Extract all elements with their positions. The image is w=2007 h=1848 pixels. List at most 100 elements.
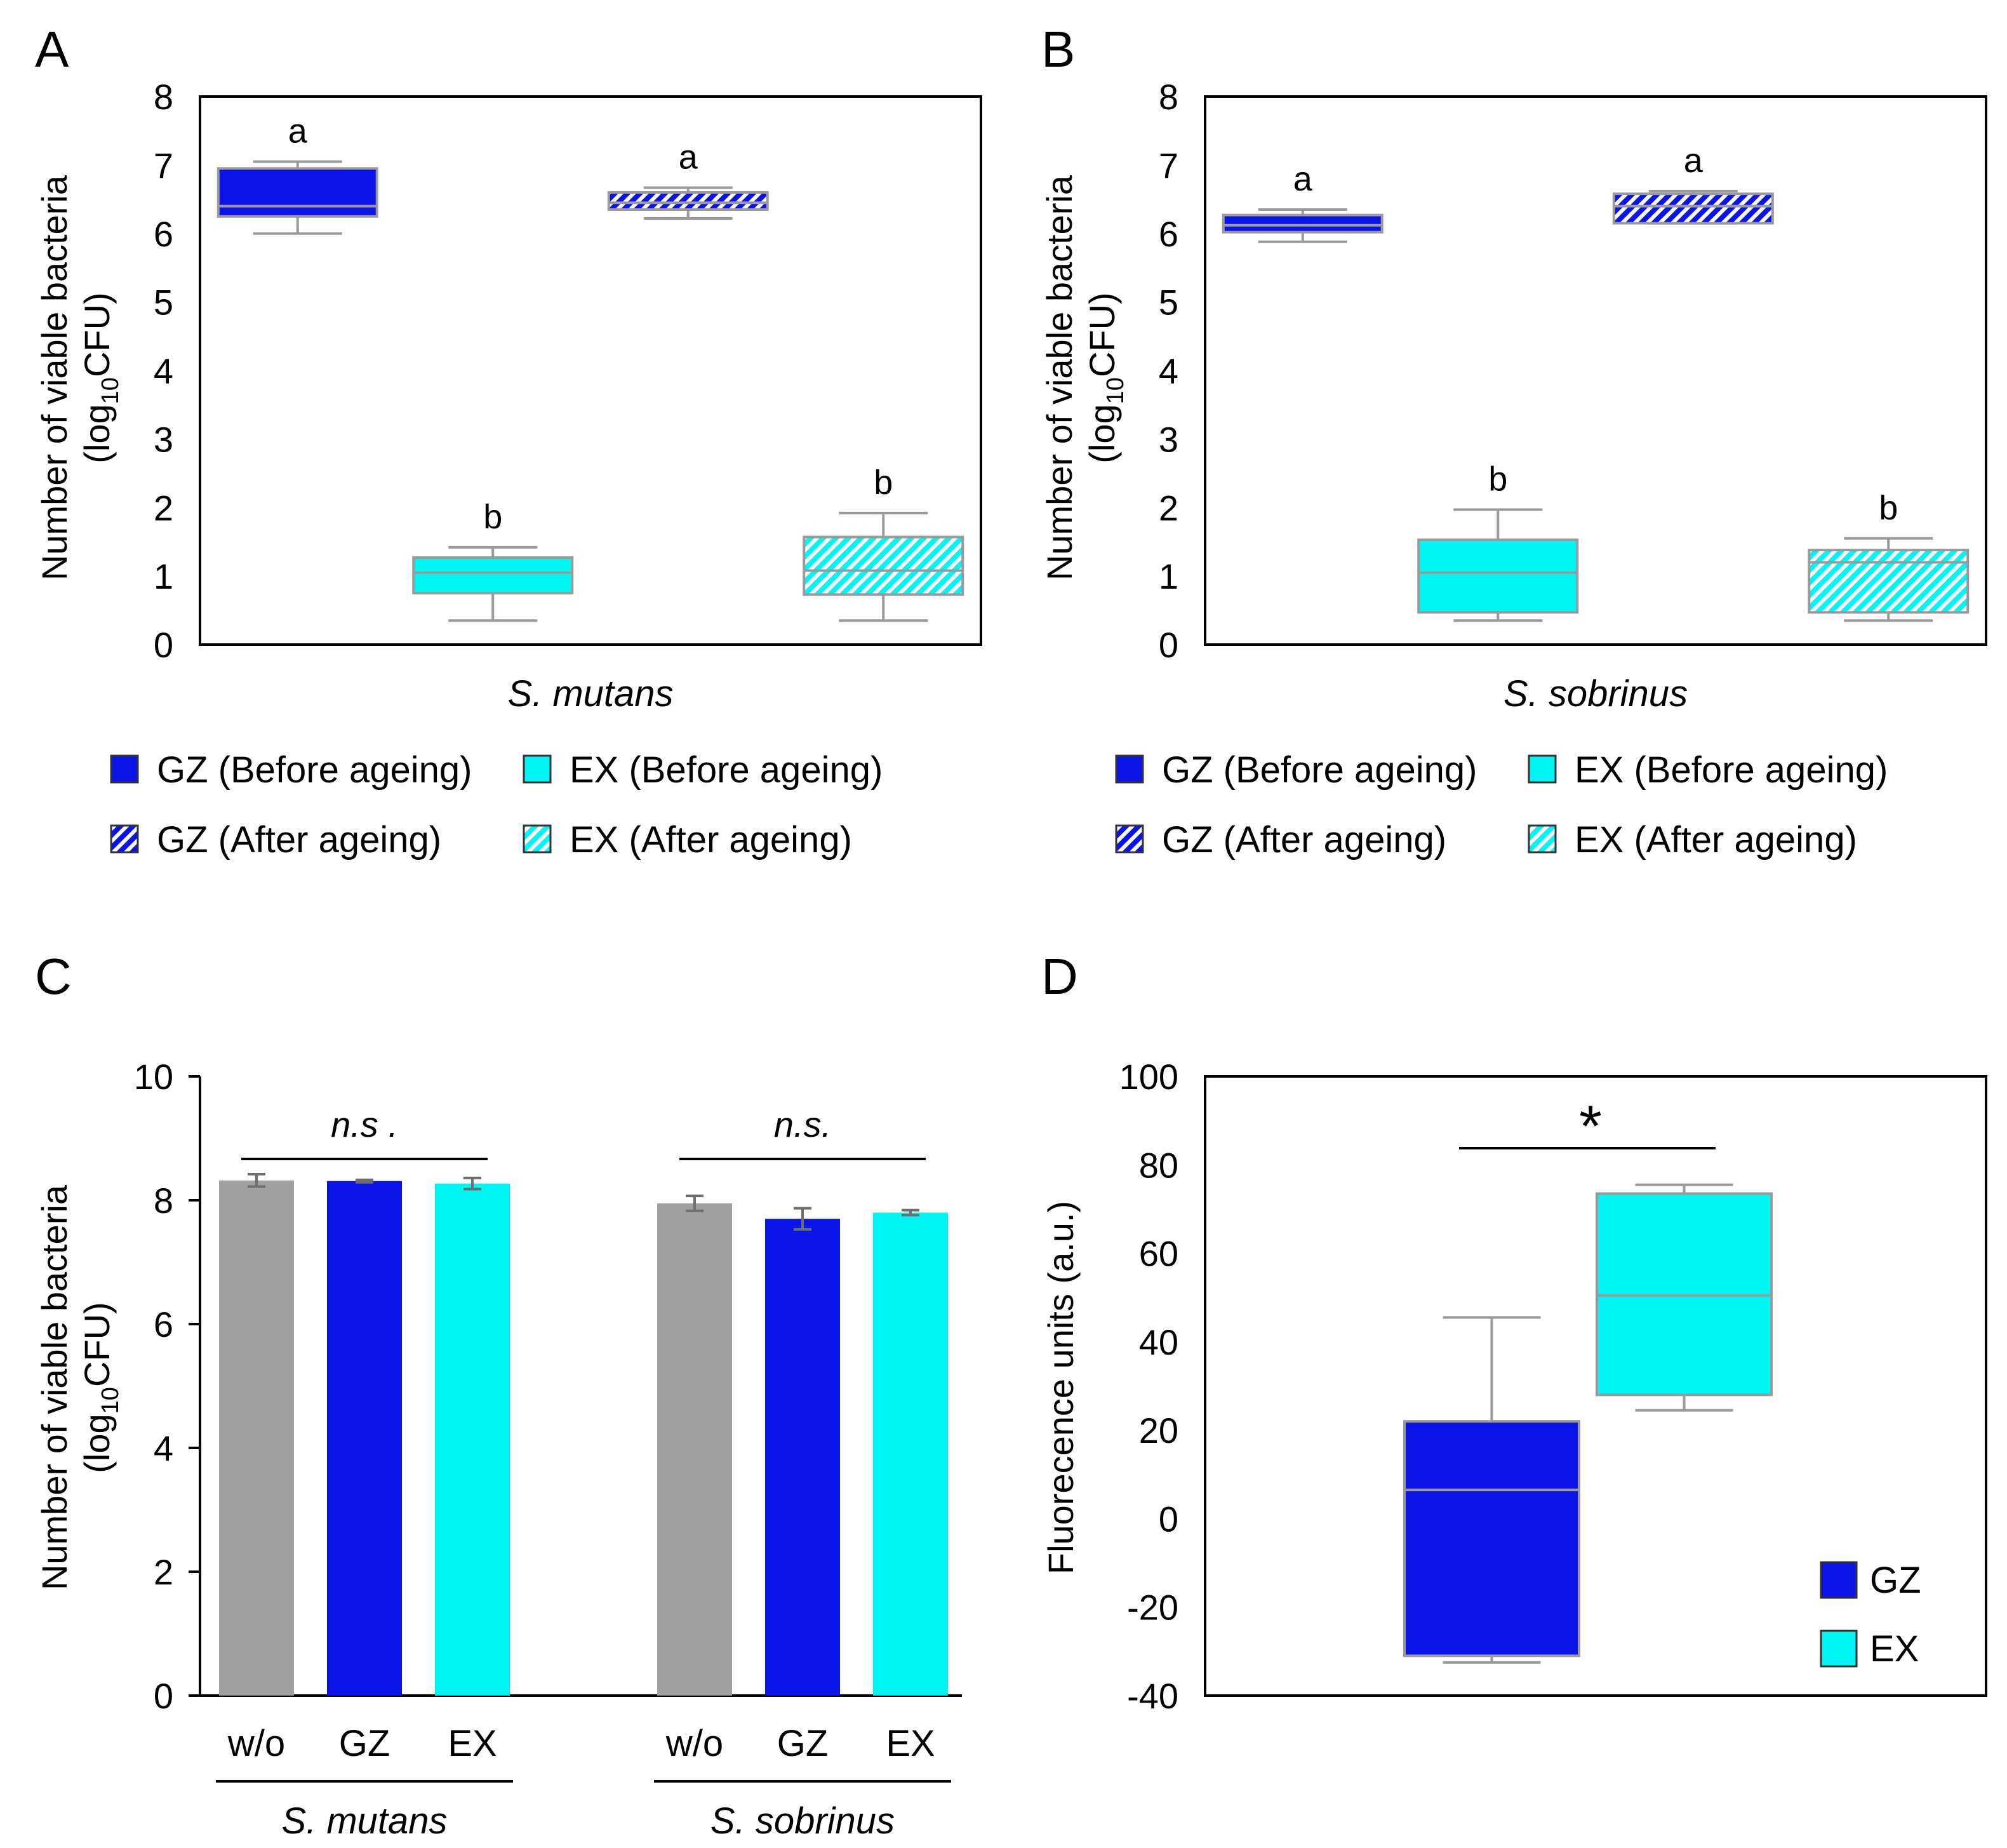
legend-label: EX (After ageing) [1575, 819, 1857, 860]
legend-swatch-ex-after [523, 824, 552, 854]
box-ex-after-box [1808, 549, 1970, 614]
y-axis-label-suffix: CFU) [77, 1302, 117, 1387]
y-tick-label: 0 [154, 1676, 173, 1716]
legend-swatch-ex-before [1528, 754, 1557, 784]
significance-letter: b [874, 464, 893, 502]
y-tick-label: 80 [1139, 1145, 1178, 1185]
significance-letter: b [483, 498, 502, 536]
y-axis-label-line2: (log10CFU) [77, 292, 124, 463]
y-tick-label: 0 [154, 625, 173, 665]
significance-letter: a [679, 138, 698, 176]
significance-label: n.s . [331, 1104, 398, 1144]
x-tick-label: w/o [665, 1723, 723, 1764]
y-axis-label-suffix: CFU) [77, 292, 117, 377]
y-tick-label: 8 [1159, 77, 1178, 117]
plot-frame [1204, 1075, 1987, 1697]
y-tick-label: -40 [1127, 1676, 1178, 1716]
bar-wo [219, 1180, 294, 1696]
box-gz-before-box [1222, 213, 1384, 234]
bar-ex [873, 1212, 948, 1696]
panel-letter-a: A [35, 21, 69, 77]
y-tick-label: 3 [1159, 419, 1178, 459]
y-tick-label: 20 [1139, 1410, 1178, 1450]
legend-label: EX (After ageing) [570, 819, 852, 860]
panel-letter-d: D [1041, 948, 1078, 1005]
y-tick-label: 2 [154, 488, 173, 528]
box-ex-after-box [803, 535, 964, 596]
y-tick-label: 100 [1119, 1057, 1178, 1097]
y-axis-label-suffix: CFU) [1082, 292, 1122, 377]
box-gz-box [1403, 1420, 1580, 1657]
y-axis-label-subscript: 10 [97, 377, 124, 404]
y-tick-label: 4 [154, 1428, 173, 1468]
legend-swatch-ex [1820, 1630, 1858, 1668]
y-tick-label: 5 [1159, 283, 1178, 323]
box-gz-after-box [1612, 192, 1774, 225]
legend-label: EX (Before ageing) [1575, 749, 1888, 791]
group-label: S. sobrinus [710, 1800, 895, 1842]
y-axis-label-line1: Number of viable bacteria [1039, 175, 1079, 580]
x-tick-label: EX [886, 1723, 935, 1764]
y-axis-label: Fluorecence units (a.u.) [1041, 1201, 1081, 1574]
legend-swatch-gz-after [110, 824, 139, 854]
panel-b-chart: 0 1 2 3 4 5 6 7 8 Number of viable bacteria (log10… [1039, 77, 1987, 860]
significance-asterisk: * [1579, 1094, 1602, 1159]
y-tick-label: 10 [134, 1057, 173, 1097]
plot-frame [199, 95, 982, 646]
y-axis-label-subscript: 10 [97, 1387, 124, 1414]
legend-label: GZ (Before ageing) [1162, 749, 1477, 791]
y-tick-label: 40 [1139, 1322, 1178, 1362]
y-tick-label: 0 [1159, 1499, 1178, 1539]
significance-letter: b [1488, 460, 1507, 498]
legend-label: GZ (After ageing) [157, 819, 441, 860]
y-axis-label-prefix: (log [1082, 404, 1122, 463]
box-ex-before-box [412, 556, 574, 595]
y-tick-label: 8 [154, 77, 173, 117]
panel-letter-b: B [1041, 21, 1075, 77]
y-tick-label: -20 [1127, 1588, 1178, 1628]
legend-label: GZ [1870, 1560, 1921, 1601]
y-axis-label-prefix: (log [77, 404, 117, 463]
y-axis-label-line2: (log10CFU) [1082, 292, 1129, 463]
panel-a-chart: 0 1 2 3 4 5 6 7 8 Number of viable bacteria (log10… [34, 77, 982, 860]
y-axis-label-line2: (log10CFU) [77, 1302, 124, 1473]
significance-letter: a [1293, 160, 1313, 198]
x-tick-label: w/o [227, 1723, 285, 1764]
legend-label: GZ (Before ageing) [157, 749, 472, 791]
y-tick-label: 7 [154, 145, 173, 185]
significance-label: n.s. [774, 1104, 831, 1144]
x-axis-label: S. mutans [507, 673, 673, 714]
panel-letter-c: C [35, 948, 72, 1005]
y-tick-label: 0 [1159, 625, 1178, 665]
significance-letter: a [288, 112, 308, 150]
legend-swatch-gz-before [1115, 754, 1144, 784]
y-tick-label: 7 [1159, 145, 1178, 185]
panel-d-chart: -40 -20 0 20 40 60 80 100 Fluorecence units (a.u… [1041, 1057, 1987, 1716]
legend-swatch-ex-after [1528, 824, 1557, 854]
legend-swatch-gz-before [110, 754, 139, 784]
legend-swatch-gz [1820, 1561, 1858, 1599]
y-tick-label: 8 [154, 1181, 173, 1221]
y-tick-label: 2 [1159, 488, 1178, 528]
y-tick-label: 6 [154, 214, 173, 254]
y-tick-label: 5 [154, 283, 173, 323]
legend-swatch-ex-before [523, 754, 552, 784]
y-tick-label: 3 [154, 419, 173, 459]
x-tick-label: EX [448, 1723, 497, 1764]
legend-swatch-gz-after [1115, 824, 1144, 854]
legend-label: GZ (After ageing) [1162, 819, 1446, 860]
x-tick-label: GZ [777, 1723, 829, 1764]
y-tick-label: 1 [1159, 556, 1178, 596]
group-label: S. mutans [281, 1800, 447, 1842]
y-axis-label-line1: Number of viable bacteria [34, 175, 74, 580]
y-tick-label: 4 [1159, 351, 1178, 391]
x-tick-label: GZ [339, 1723, 390, 1764]
y-tick-label: 4 [154, 351, 173, 391]
y-tick-label: 6 [154, 1304, 173, 1344]
y-tick-label: 1 [154, 556, 173, 596]
box-gz-after-box [607, 191, 769, 211]
bar-gz [327, 1181, 402, 1696]
y-axis-label-subscript: 10 [1102, 377, 1129, 404]
